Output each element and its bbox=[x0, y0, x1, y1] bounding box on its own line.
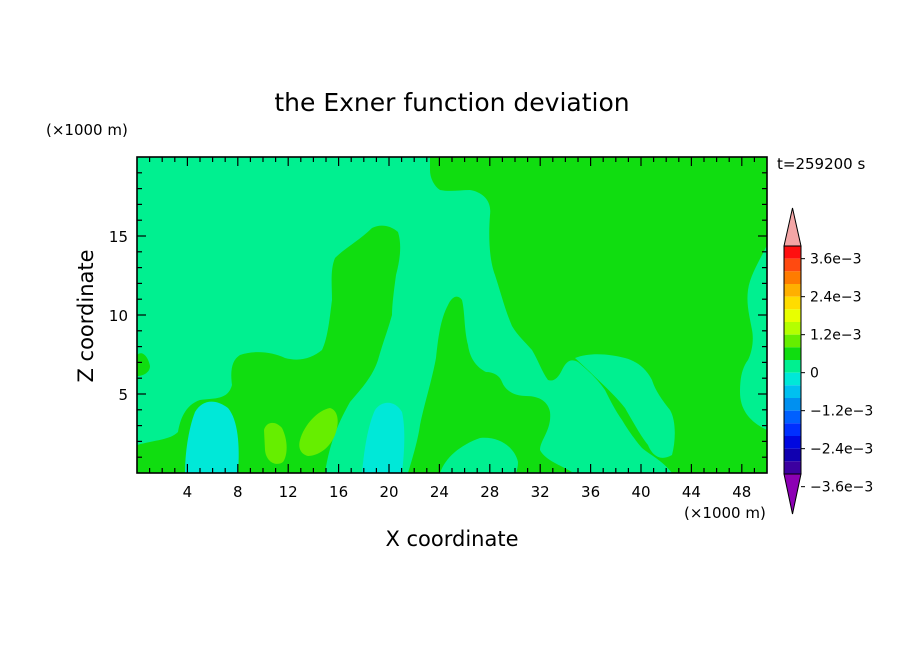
y-axis-ticks: 5 10 15 bbox=[109, 172, 767, 458]
contour-region-negative-inset bbox=[575, 354, 675, 458]
colorbar-swatch bbox=[784, 334, 801, 348]
x-tick-label: 48 bbox=[732, 483, 751, 501]
colorbar-frame bbox=[783, 245, 802, 475]
y-axis-label: Z coordinate bbox=[74, 249, 98, 382]
colorbar-tick-label: 0 bbox=[810, 366, 819, 382]
colorbar-swatch bbox=[784, 258, 801, 272]
contour-region-cyan-1 bbox=[185, 401, 239, 473]
colorbar-tick-label: −3.6e−3 bbox=[810, 480, 873, 496]
contour-region-zero-right bbox=[430, 157, 767, 473]
contour-region-zero-left-edge bbox=[137, 353, 150, 376]
colorbar-swatch bbox=[784, 246, 801, 259]
x-tick-label: 44 bbox=[682, 483, 701, 501]
y-tick-label: 5 bbox=[118, 386, 128, 404]
colorbar-swatch bbox=[784, 296, 801, 310]
z-unit-label: (×1000 m) bbox=[46, 121, 128, 139]
colorbar-top-arrow bbox=[783, 207, 802, 247]
colorbar-swatch bbox=[784, 385, 801, 398]
y-tick-label: 10 bbox=[109, 307, 128, 325]
colorbar-swatch bbox=[784, 284, 801, 297]
x-tick-label: 12 bbox=[279, 483, 298, 501]
contour-region-cyan-2 bbox=[362, 402, 405, 473]
colorbar-swatch bbox=[784, 423, 801, 436]
time-label: t=259200 s bbox=[777, 155, 865, 173]
contour-field bbox=[137, 157, 767, 473]
x-tick-label: 40 bbox=[631, 483, 650, 501]
x-tick-label: 24 bbox=[430, 483, 449, 501]
colorbar-swatch bbox=[784, 347, 801, 360]
contour-region-green-1 bbox=[264, 422, 287, 464]
contour-region-negative-dip bbox=[550, 435, 583, 461]
colorbar-swatch bbox=[784, 309, 801, 322]
colorbar-swatch bbox=[784, 372, 801, 386]
colorbar-swatch bbox=[784, 398, 801, 411]
colorbar-swatch bbox=[784, 360, 801, 373]
colorbar-swatch bbox=[784, 410, 801, 424]
contour-region-zero-middle bbox=[408, 296, 572, 473]
colorbar-swatch bbox=[784, 322, 801, 335]
colorbar-swatch bbox=[784, 271, 801, 284]
chart-title: the Exner function deviation bbox=[274, 88, 629, 117]
x-tick-label: 16 bbox=[329, 483, 348, 501]
colorbar-tick-label: 1.2e−3 bbox=[810, 328, 862, 344]
x-tick-label: 8 bbox=[233, 483, 243, 501]
colorbar-tick-label: 3.6e−3 bbox=[810, 252, 862, 268]
x-tick-label: 32 bbox=[531, 483, 550, 501]
x-unit-label: (×1000 m) bbox=[684, 504, 766, 522]
x-axis-label: X coordinate bbox=[385, 527, 518, 551]
colorbar-tick-label: −1.2e−3 bbox=[810, 404, 873, 420]
y-tick-label: 15 bbox=[109, 228, 128, 246]
x-tick-label: 36 bbox=[581, 483, 600, 501]
colorbar-tick-label: −2.4e−3 bbox=[810, 442, 873, 458]
colorbar-tick-label: 2.4e−3 bbox=[810, 290, 862, 306]
x-tick-label: 28 bbox=[480, 483, 499, 501]
colorbar-swatch bbox=[784, 436, 801, 449]
colorbar-swatch bbox=[784, 448, 801, 462]
x-tick-label: 4 bbox=[183, 483, 193, 501]
x-axis-ticks: 4 8 12 16 20 24 28 32 36 40 44 48 bbox=[149, 157, 756, 501]
colorbar: 3.6e−3 2.4e−3 1.2e−3 0 −1.2e−3 −2.4e−3 −3.6e−3 bbox=[783, 207, 873, 515]
x-tick-label: 20 bbox=[379, 483, 398, 501]
colorbar-bottom-arrow bbox=[783, 473, 802, 515]
contour-region-negative-bottom bbox=[440, 437, 518, 473]
contour-region-green-2 bbox=[299, 408, 338, 456]
colorbar-swatch bbox=[784, 461, 801, 474]
